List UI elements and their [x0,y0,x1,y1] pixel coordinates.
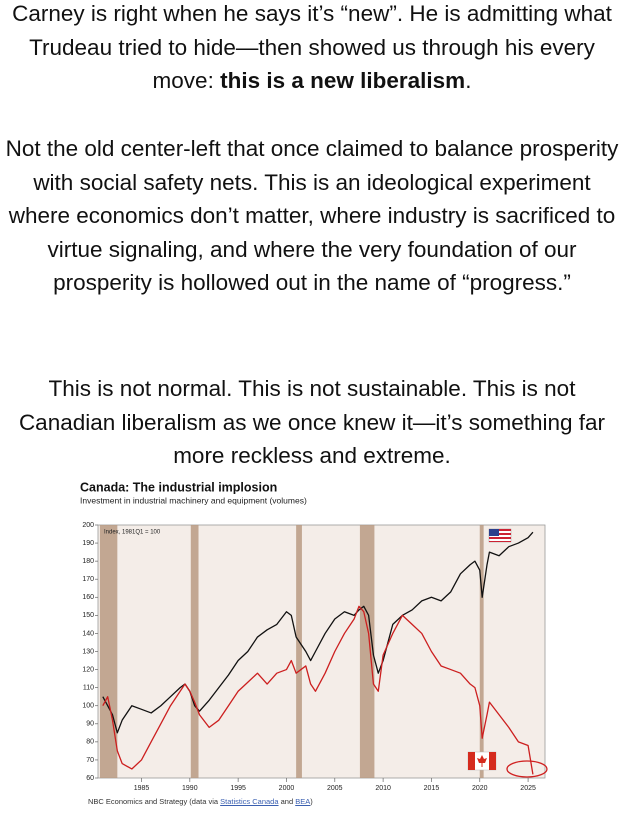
x-tick-label: 2015 [424,785,440,792]
y-tick-label: 160 [82,594,94,601]
y-tick-label: 140 [82,630,94,637]
paragraph: This is not normal. This is not sustaina… [18,376,606,468]
y-tick-label: 170 [82,576,94,583]
plot-area [97,524,546,779]
source-note: NBC Economics and Strategy (data via Sta… [88,797,313,806]
chart-image: Canada: The industrial implosion Investm… [0,476,624,816]
annotation: Index, 1981Q1 = 100 [104,530,161,536]
y-tick-label: 100 [82,703,94,710]
y-tick-label: 150 [82,612,94,619]
y-tick-label: 200 [82,522,94,529]
link[interactable]: Statistics Canada [220,797,279,806]
recession-band [99,525,118,778]
x-tick-label: 2005 [327,785,343,792]
y-tick-label: 60 [86,775,94,782]
chart-title: Canada: The industrial implosion [80,480,277,494]
us-flag [488,528,512,543]
chart: Canada: The industrial implosion Investm… [0,476,624,816]
x-tick-label: 1995 [230,785,246,792]
recession-band [359,525,375,778]
series-line [102,531,534,734]
x-tick-label: 2000 [279,785,295,792]
y-tick-label: 180 [82,558,94,565]
y-tick-label: 70 [86,757,94,764]
y-tick-label: 110 [83,684,94,691]
x-tick-label: 1990 [182,785,198,792]
text: Carney is right when he says it’s “new”.… [12,1,612,93]
x-tick-label: 2025 [520,785,536,792]
text: NBC Economics and Strategy (data via [88,797,221,806]
chart-subtitle: Investment in industrial machinery and e… [80,495,307,505]
canada-flag [467,751,497,771]
y-tick-label: 120 [82,666,94,673]
recession-band [296,525,302,778]
bold-text: this is a new liberalism [220,68,466,93]
recession-band [479,525,484,778]
text: ) [310,797,313,806]
x-tick-label: 2010 [375,785,391,792]
x-tick-label: 1985 [134,785,150,792]
text: . [465,68,472,93]
y-tick-label: 80 [86,739,94,746]
series-line [102,605,534,775]
paragraph: Not the old center-left that once claime… [5,136,619,295]
y-tick-label: 90 [86,721,94,728]
text: and [278,797,296,806]
highlight-circle [506,760,548,778]
link[interactable]: BEA [295,797,311,806]
recession-band [190,525,199,778]
x-tick-label: 2020 [472,785,488,792]
y-tick-label: 130 [82,648,94,655]
paragraph: Carney is right when he says it’s “new”.… [4,0,620,98]
y-tick-label: 190 [82,540,94,547]
